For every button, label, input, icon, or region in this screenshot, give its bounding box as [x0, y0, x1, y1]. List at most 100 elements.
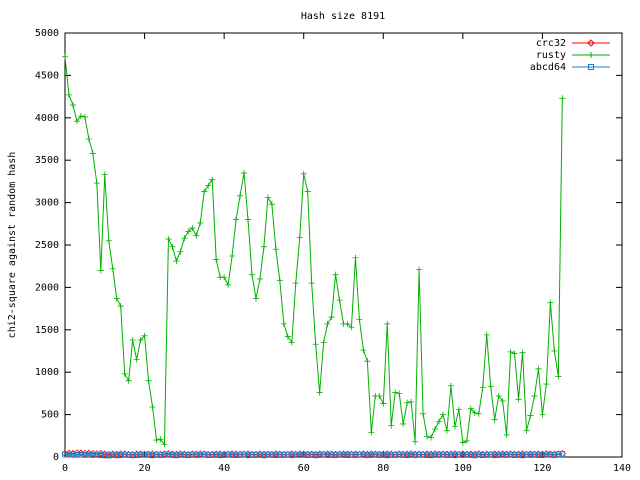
point — [428, 434, 435, 441]
plot-frame — [64, 32, 623, 458]
point — [300, 451, 307, 458]
point — [145, 452, 152, 458]
point — [153, 437, 160, 444]
point — [459, 439, 466, 446]
point — [515, 396, 522, 403]
point — [539, 411, 546, 418]
point — [368, 452, 375, 458]
point — [93, 451, 100, 458]
point — [196, 450, 204, 458]
point — [105, 237, 112, 244]
point — [193, 452, 200, 458]
point — [62, 451, 68, 458]
legend-label: crc32 — [536, 38, 566, 49]
point — [475, 410, 482, 417]
point — [177, 248, 184, 255]
point — [205, 182, 212, 189]
point — [264, 194, 271, 201]
point — [495, 452, 502, 458]
point — [237, 192, 244, 199]
point — [221, 452, 228, 458]
point — [137, 336, 144, 343]
point — [232, 450, 240, 458]
point — [89, 450, 97, 458]
point — [173, 452, 180, 459]
point — [340, 452, 347, 458]
point — [253, 452, 259, 458]
point — [213, 451, 220, 458]
point — [149, 403, 156, 410]
point — [292, 451, 299, 458]
point — [396, 451, 403, 458]
point — [113, 450, 121, 458]
point — [272, 452, 279, 459]
point — [424, 452, 430, 458]
point — [176, 450, 184, 458]
point — [547, 299, 554, 306]
point — [383, 450, 391, 458]
point — [65, 449, 73, 457]
point — [133, 452, 140, 459]
point — [141, 451, 148, 458]
point — [276, 277, 283, 284]
point — [416, 266, 423, 273]
point — [245, 216, 252, 223]
point — [129, 452, 136, 459]
point — [495, 392, 502, 399]
point — [467, 450, 475, 458]
point — [384, 320, 391, 327]
point — [396, 390, 403, 397]
point — [555, 373, 562, 380]
point — [356, 316, 363, 323]
point — [440, 451, 446, 458]
point — [348, 451, 355, 458]
point — [408, 398, 415, 405]
point — [543, 381, 550, 388]
point — [201, 451, 208, 458]
point — [296, 234, 303, 241]
point — [165, 451, 172, 458]
point — [344, 452, 351, 459]
point — [78, 451, 84, 458]
point — [412, 452, 419, 459]
point — [85, 136, 92, 142]
point — [535, 452, 542, 458]
point — [351, 450, 360, 458]
point — [248, 271, 255, 278]
point — [101, 171, 108, 178]
point — [197, 219, 204, 226]
point — [288, 452, 295, 459]
point — [109, 452, 116, 458]
point — [499, 398, 506, 405]
point — [316, 450, 324, 458]
point — [133, 450, 141, 458]
point — [336, 297, 343, 304]
x-tick-label: 100 — [454, 463, 472, 474]
point — [518, 450, 527, 458]
point — [101, 452, 108, 459]
series-line — [64, 56, 563, 446]
point — [70, 451, 76, 458]
point — [352, 254, 359, 261]
point — [81, 113, 88, 120]
point — [109, 450, 117, 458]
point — [225, 281, 232, 288]
point — [300, 170, 307, 177]
point — [77, 113, 84, 120]
point — [105, 452, 112, 459]
point — [392, 389, 399, 396]
point — [339, 450, 348, 458]
point — [479, 384, 486, 391]
point — [157, 436, 164, 443]
point — [89, 452, 96, 458]
point — [280, 320, 287, 327]
point — [284, 451, 291, 458]
y-tick-label: 500 — [41, 410, 59, 421]
point — [448, 451, 454, 458]
point — [320, 451, 327, 458]
point — [432, 426, 439, 433]
point — [193, 232, 200, 239]
point — [463, 451, 470, 458]
point — [324, 450, 332, 458]
